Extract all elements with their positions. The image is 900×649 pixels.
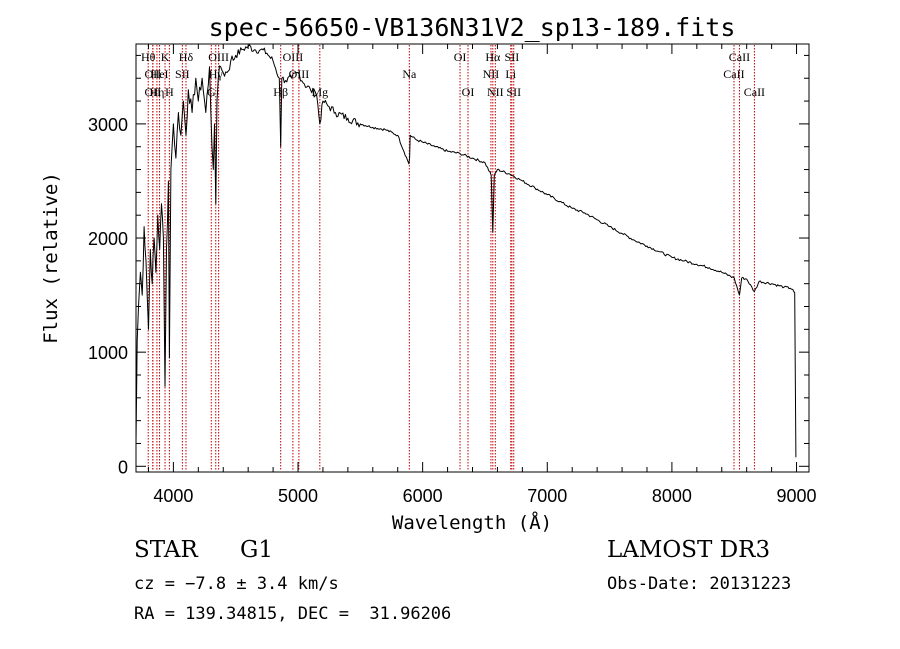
marker-label: CaII [723, 67, 744, 81]
y-tick-label: 1000 [88, 343, 128, 363]
marker-label: Hβ [273, 85, 288, 99]
x-axis-label: Wavelength (Å) [392, 511, 552, 534]
marker-label: Hα [485, 50, 501, 64]
marker-label: OI [462, 85, 475, 99]
marker-label: NII [487, 85, 504, 99]
object-subclass: G1 [240, 537, 274, 563]
y-tick-label: 0 [118, 457, 128, 477]
marker-label: OII [144, 85, 161, 99]
marker-label: G [207, 85, 216, 99]
x-tick-label: 8000 [652, 486, 692, 506]
y-axis-ticks: 0 1000 2000 3000 [88, 54, 809, 477]
marker-label: HeI [151, 67, 169, 81]
x-tick-label: 9000 [777, 486, 817, 506]
plot-frame [135, 43, 810, 473]
marker-label: SII [505, 50, 520, 64]
x-tick-label: 7000 [527, 486, 567, 506]
object-type: STAR [134, 537, 198, 563]
redshift-readout: cz = −7.8 ± 3.4 km/s [134, 574, 339, 594]
marker-label: K [161, 50, 170, 64]
marker-label: CaII [729, 50, 750, 64]
obs-date: Obs-Date: 20131223 [607, 574, 792, 594]
marker-label: CaII [744, 85, 765, 99]
marker-label: Hγ [209, 67, 224, 81]
x-tick-label: 6000 [403, 486, 443, 506]
marker-label: OI [454, 50, 467, 64]
survey-label: LAMOST DR3 [607, 537, 771, 563]
spectrum-line [135, 44, 797, 458]
marker-label: SII [175, 67, 190, 81]
marker-label: Hη [149, 85, 164, 99]
marker-label: Hθ [141, 50, 156, 64]
marker-label: SII [506, 85, 521, 99]
marker-label: H [165, 85, 174, 99]
marker-label: OIII [208, 50, 229, 64]
chart-title: spec-56650-VB136N31V2_sp13-189.fits [209, 13, 736, 42]
marker-label: NII [483, 67, 500, 81]
marker-label: Na [402, 67, 417, 81]
marker-label: OII [144, 67, 161, 81]
marker-label: OIII [283, 50, 304, 64]
x-axis-ticks: 4000 5000 6000 7000 8000 9000 [147, 44, 817, 506]
coordinates: RA = 139.34815, DEC = 31.96206 [134, 604, 452, 624]
line-marker-labels: HθOIIOIIHηHeIKHSIIHδGHγOIIIHβOIIIOIIIMgN… [141, 50, 765, 99]
y-tick-label: 3000 [88, 115, 128, 135]
y-tick-label: 2000 [88, 229, 128, 249]
x-tick-label: 5000 [278, 486, 318, 506]
line-markers [147, 45, 755, 471]
marker-label: Li [505, 67, 516, 81]
y-axis-label: Flux (relative) [40, 172, 62, 344]
x-tick-label: 4000 [153, 486, 193, 506]
marker-label: Hδ [179, 50, 194, 64]
